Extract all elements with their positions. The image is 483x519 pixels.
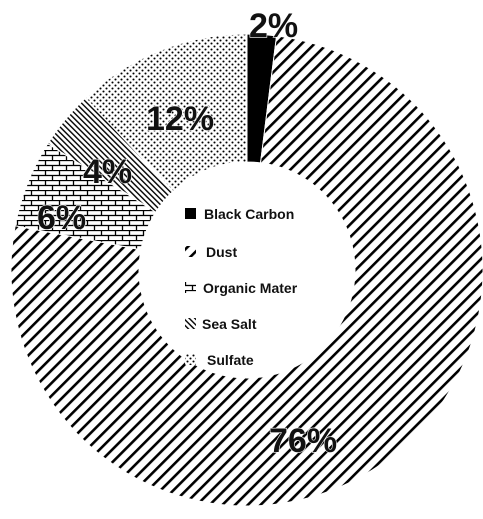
legend-item-sulfate: Sulfate bbox=[185, 352, 254, 368]
legend-label-black-carbon: Black Carbon bbox=[204, 206, 294, 222]
slice-label-sulfate: 12% bbox=[146, 100, 214, 138]
legend-swatch-black-carbon bbox=[185, 208, 196, 219]
legend-item-organic-mater: Organic Mater bbox=[185, 280, 298, 296]
legend-item-dust: Dust bbox=[185, 244, 237, 260]
legend-swatch-organic-mater bbox=[185, 282, 196, 293]
legend-label-organic-mater: Organic Mater bbox=[203, 280, 298, 296]
donut-slices bbox=[10, 33, 483, 507]
legend: Black Carbon Dust Organic Mater Sea Salt… bbox=[185, 206, 298, 368]
slice-sulfate bbox=[84, 33, 248, 192]
legend-swatch-dust bbox=[185, 246, 196, 257]
legend-swatch-sea-salt bbox=[185, 318, 196, 329]
slice-label-black-carbon: 2% bbox=[249, 7, 298, 45]
legend-item-black-carbon: Black Carbon bbox=[185, 206, 294, 222]
slice-dust bbox=[10, 35, 483, 507]
slice-label-dust: 76% bbox=[269, 422, 337, 460]
legend-label-sea-salt: Sea Salt bbox=[202, 316, 257, 332]
legend-label-dust: Dust bbox=[206, 244, 237, 260]
legend-swatch-sulfate bbox=[185, 354, 196, 365]
legend-item-sea-salt: Sea Salt bbox=[185, 316, 257, 332]
legend-label-sulfate: Sulfate bbox=[207, 352, 254, 368]
slice-label-organic-mater: 6% bbox=[37, 199, 86, 237]
slice-label-sea-salt: 4% bbox=[83, 153, 132, 191]
